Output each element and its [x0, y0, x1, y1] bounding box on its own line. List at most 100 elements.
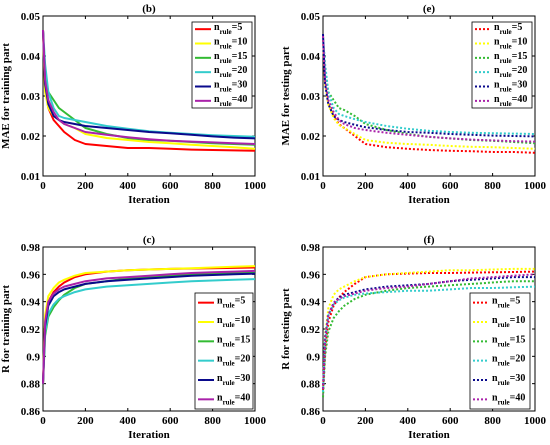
y-tick-label: 0.88: [21, 379, 41, 391]
series-line: [322, 270, 536, 391]
legend-box: [471, 21, 533, 109]
y-tick-label: 0.03: [21, 91, 41, 103]
chart-title: (f): [424, 234, 435, 246]
x-tick-label: 200: [77, 180, 94, 192]
legend-label: nrule=20: [214, 65, 247, 79]
x-tick-label: 1000: [244, 180, 267, 192]
series-line: [322, 285, 536, 392]
series-line: [42, 278, 256, 384]
y-tick-label: 0.86: [301, 406, 321, 418]
chart-title: (c): [143, 234, 156, 246]
series-line: [322, 273, 536, 390]
x-axis-label: Iteration: [408, 429, 450, 441]
legend-label: nrule=30: [492, 373, 525, 387]
series-line: [322, 267, 535, 390]
series-line: [322, 39, 536, 154]
legend-label: nrule=5: [492, 296, 520, 310]
x-tick-label: 800: [484, 415, 501, 427]
x-tick-label: 1000: [244, 415, 267, 427]
chart-panel: 0 200 400 600 800 1000 0.01 0.02 0.03 0.04 0.05 (e)…: [280, 3, 547, 206]
y-tick-label: 0.86: [21, 406, 41, 418]
y-tick-label: 0.02: [301, 131, 321, 143]
y-tick-label: 0.94: [21, 297, 41, 309]
y-tick-label: 0.9: [306, 351, 320, 363]
series-line: [322, 35, 536, 143]
legend-label: nrule=30: [214, 80, 247, 94]
legend: nrule=5 nrule=10 nrule=15 nrule=20 nrule=30 n…: [469, 292, 531, 410]
legend-label: nrule=20: [492, 354, 525, 368]
legend-label: nrule=10: [492, 315, 525, 329]
x-tick-label: 200: [357, 415, 374, 427]
legend-label: nrule=30: [494, 80, 527, 94]
series-line: [322, 35, 536, 135]
y-tick-label: 0.9: [26, 351, 40, 363]
x-tick-label: 0: [320, 180, 326, 192]
legend-label: nrule=10: [494, 37, 527, 51]
legend-label: nrule=15: [492, 334, 525, 348]
y-tick-label: 0.94: [301, 297, 321, 309]
chart-title: (e): [423, 3, 436, 15]
series-line: [42, 29, 256, 145]
x-tick-label: 0: [320, 415, 326, 427]
y-tick-label: 0.01: [301, 171, 320, 183]
series-line: [42, 29, 256, 140]
legend-label: nrule=5: [494, 22, 522, 36]
series-line: [42, 272, 256, 384]
chart-title: (b): [142, 3, 156, 15]
legend-label: nrule=5: [217, 296, 245, 310]
y-tick-label: 0.98: [21, 242, 41, 254]
x-tick-label: 200: [77, 415, 94, 427]
y-axis-label: R for testing part: [280, 288, 292, 370]
y-tick-label: 0.05: [21, 11, 41, 23]
x-tick-label: 800: [484, 180, 501, 192]
y-tick-label: 0.96: [301, 269, 321, 281]
x-tick-label: 800: [204, 180, 221, 192]
x-tick-label: 400: [120, 415, 137, 427]
x-tick-label: 400: [400, 180, 417, 192]
legend-label: nrule=15: [494, 51, 527, 65]
series-line: [42, 29, 256, 152]
x-tick-label: 200: [357, 180, 374, 192]
legend-box: [194, 292, 254, 410]
y-tick-label: 0.02: [21, 131, 41, 143]
x-tick-label: 0: [40, 180, 46, 192]
y-axis-label: MAE for testing part: [280, 46, 292, 145]
x-tick-label: 400: [120, 180, 137, 192]
legend-label: nrule=15: [214, 51, 247, 65]
chart-panel: 0 200 400 600 800 1000 0.86 0.88 0.9 0.92 0.94 0.96…: [0, 234, 267, 441]
y-tick-label: 0.01: [21, 171, 40, 183]
legend-label: nrule=40: [492, 392, 525, 406]
y-axis-label: R for training part: [0, 285, 12, 373]
chart-panel: 0 200 400 600 800 1000 0.86 0.88 0.9 0.92 0.94 0.96…: [280, 234, 547, 441]
x-tick-label: 400: [400, 415, 417, 427]
legend-label: nrule=40: [214, 94, 247, 108]
y-tick-label: 0.88: [301, 379, 321, 391]
x-tick-label: 600: [162, 415, 179, 427]
legend-box: [469, 292, 531, 410]
series-line: [322, 33, 536, 138]
y-tick-label: 0.03: [301, 91, 321, 103]
legend-label: nrule=40: [217, 392, 250, 406]
legend-box: [191, 21, 253, 109]
x-tick-label: 600: [162, 180, 179, 192]
legend-label: nrule=30: [217, 373, 250, 387]
x-tick-label: 800: [204, 415, 221, 427]
y-tick-label: 0.98: [301, 242, 321, 254]
y-tick-label: 0.04: [21, 51, 41, 63]
chart-panel: 0 200 400 600 800 1000 0.01 0.02 0.03 0.04 0.05 (b)…: [0, 3, 267, 206]
x-tick-label: 1000: [524, 180, 547, 192]
y-tick-label: 0.05: [301, 11, 321, 23]
x-axis-label: Iteration: [128, 194, 170, 206]
series-line: [42, 265, 256, 384]
legend-label: nrule=40: [494, 94, 527, 108]
legend: nrule=5nrule=10nrule=15nrule=20nrule=30n…: [471, 21, 533, 109]
legend: nrule=5nrule=10nrule=15nrule=20nrule=30n…: [191, 21, 253, 109]
x-tick-label: 0: [40, 415, 46, 427]
x-tick-label: 600: [442, 415, 459, 427]
legend-label: nrule=5: [214, 22, 242, 36]
series-line: [322, 35, 536, 150]
x-axis-label: Iteration: [128, 429, 170, 441]
series-line: [42, 269, 256, 384]
y-tick-label: 0.92: [21, 324, 41, 336]
